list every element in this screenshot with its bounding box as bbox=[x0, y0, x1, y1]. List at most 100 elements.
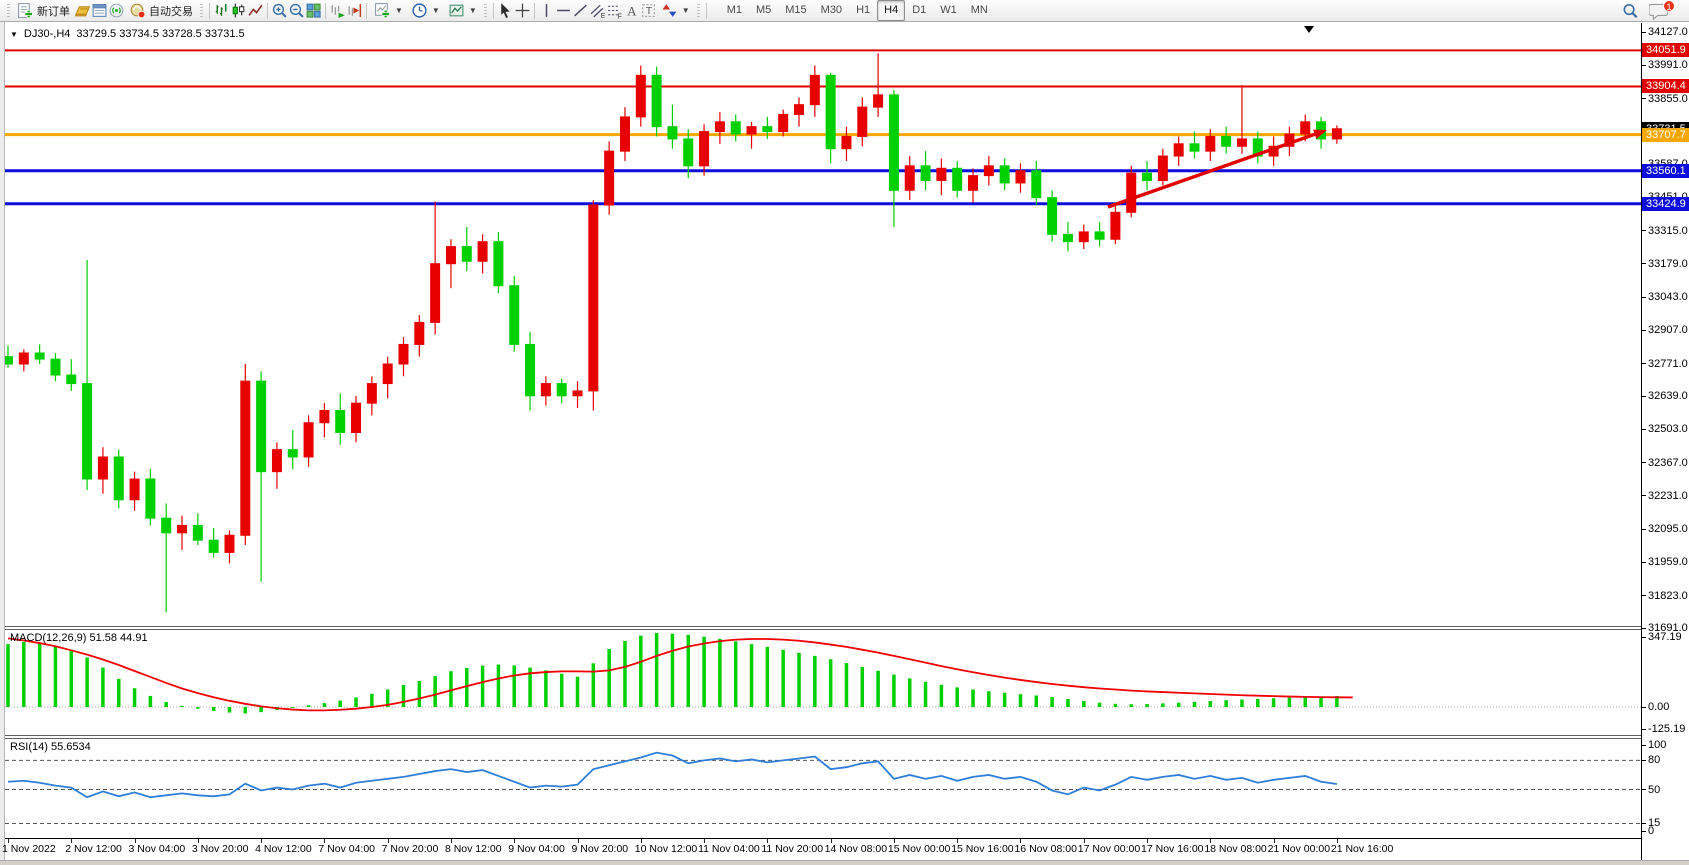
time-tick-label: 15 Nov 00:00 bbox=[887, 843, 951, 855]
time-tick-label: 11 Nov 04:00 bbox=[698, 843, 760, 855]
text-icon[interactable]: A bbox=[623, 2, 640, 19]
timeframe-button-m15[interactable]: M15 bbox=[785, 4, 807, 16]
chart-shift-marker[interactable] bbox=[1304, 26, 1314, 33]
candle-body bbox=[1078, 231, 1089, 243]
ohlc-values: 33729.5 33734.5 33728.5 33731.5 bbox=[76, 28, 245, 40]
candle-body bbox=[778, 113, 789, 133]
auto-trading-icon bbox=[129, 2, 146, 19]
chevron-down-icon: ▼ bbox=[468, 6, 477, 15]
candle-body bbox=[66, 374, 77, 385]
channel-icon[interactable]: E bbox=[589, 2, 606, 19]
chevron-down-icon[interactable]: ▼ bbox=[10, 29, 18, 39]
time-tick-label: 3 Nov 20:00 bbox=[191, 843, 249, 855]
rsi-canvas[interactable] bbox=[5, 739, 1641, 838]
macd-canvas[interactable] bbox=[5, 630, 1641, 735]
horizontal-level-lines[interactable] bbox=[5, 49, 1641, 206]
price-tick-mark bbox=[1641, 595, 1646, 597]
toolbar-grip[interactable] bbox=[7, 3, 10, 18]
time-tick-mark bbox=[197, 839, 199, 843]
candle-body bbox=[809, 74, 820, 106]
cursor-icon[interactable] bbox=[497, 2, 514, 19]
candle-body bbox=[382, 363, 393, 385]
tile-windows-icon[interactable] bbox=[305, 2, 322, 19]
candle-body bbox=[256, 380, 267, 473]
candle-body bbox=[493, 241, 504, 287]
new-order-button[interactable]: 新订单 bbox=[13, 0, 74, 21]
navigator-icon[interactable] bbox=[108, 2, 125, 19]
toolbar-grip[interactable] bbox=[200, 3, 203, 18]
candle-body bbox=[841, 135, 852, 150]
text-label-icon[interactable]: T bbox=[640, 2, 657, 19]
market-watch-icon[interactable] bbox=[74, 2, 91, 19]
candle-body bbox=[604, 150, 615, 206]
time-tick-label: 21 Nov 00:00 bbox=[1267, 843, 1331, 855]
candle-body bbox=[1189, 143, 1200, 152]
time-tick-mark bbox=[134, 839, 136, 843]
vertical-line-icon[interactable] bbox=[538, 2, 555, 19]
templates-dropdown[interactable]: ▼ bbox=[444, 0, 481, 21]
price-tick-label: 34127.0 bbox=[1648, 26, 1688, 38]
candle-body bbox=[1221, 135, 1232, 147]
time-tick-mark bbox=[387, 839, 389, 843]
time-tick-mark bbox=[1273, 839, 1275, 843]
fibonacci-icon[interactable]: F bbox=[606, 2, 623, 19]
price-tick-label: 33315.0 bbox=[1648, 224, 1688, 237]
macd-tick-mark bbox=[1641, 728, 1646, 730]
candle-body bbox=[1047, 197, 1058, 235]
timeframe-button-d1[interactable]: D1 bbox=[912, 4, 927, 16]
resistance-badge: 33904.4 bbox=[1642, 79, 1689, 94]
time-tick-label: 7 Nov 20:00 bbox=[381, 843, 439, 855]
trend-arrow-annotation[interactable] bbox=[1107, 129, 1327, 209]
search-icon[interactable] bbox=[1622, 2, 1639, 19]
indicators-dropdown[interactable]: ▼ bbox=[370, 0, 407, 21]
notifications-button[interactable]: 1 bbox=[1648, 0, 1675, 20]
candle-body bbox=[461, 246, 472, 262]
line-chart-icon[interactable] bbox=[247, 2, 264, 19]
trendline-icon[interactable] bbox=[572, 2, 589, 19]
timeframe-button-h1[interactable]: H1 bbox=[856, 4, 871, 16]
periods-dropdown[interactable]: ▼ bbox=[407, 0, 444, 21]
candle-body bbox=[224, 534, 235, 553]
svg-text:E: E bbox=[600, 13, 605, 19]
candlestick-chart-icon[interactable] bbox=[230, 2, 247, 19]
price-tick-label: 31959.0 bbox=[1648, 556, 1688, 569]
timeframe-button-mn[interactable]: MN bbox=[970, 4, 988, 16]
timeframe-button-w1[interactable]: W1 bbox=[940, 4, 957, 16]
price-tick-label: 32503.0 bbox=[1648, 423, 1688, 436]
panel-divider[interactable] bbox=[5, 626, 1641, 630]
auto-scroll-icon[interactable] bbox=[329, 2, 346, 19]
zoom-in-icon[interactable] bbox=[271, 2, 288, 19]
price-tick-label: 32095.0 bbox=[1648, 523, 1688, 536]
time-tick-label: 16 Nov 08:00 bbox=[1014, 843, 1077, 855]
rsi-axis-label: 100 bbox=[1648, 739, 1667, 751]
rsi-tick-mark bbox=[1641, 830, 1646, 832]
chart-shift-icon[interactable] bbox=[346, 2, 363, 19]
timeframe-button-h4[interactable]: H4 bbox=[877, 0, 906, 21]
bar-chart-icon[interactable] bbox=[213, 2, 230, 19]
time-tick-label: 11 Nov 20:00 bbox=[761, 843, 824, 855]
arrow-objects-dropdown[interactable]: ▼ bbox=[657, 0, 694, 21]
toolbar-grip[interactable] bbox=[696, 3, 700, 18]
main-chart-canvas[interactable] bbox=[5, 23, 1641, 626]
macd-histogram bbox=[6, 633, 1339, 714]
candle-body bbox=[556, 383, 567, 397]
candle-body bbox=[5, 356, 13, 365]
time-tick-label: 3 Nov 04:00 bbox=[128, 843, 186, 855]
zoom-out-icon[interactable] bbox=[288, 2, 305, 19]
panel-divider[interactable] bbox=[5, 735, 1641, 739]
timeframe-button-m5[interactable]: M5 bbox=[755, 4, 772, 16]
data-window-icon[interactable] bbox=[91, 2, 108, 19]
timeframe-button-m30[interactable]: M30 bbox=[820, 4, 843, 16]
candle-body bbox=[445, 246, 456, 265]
rsi-tick-mark bbox=[1641, 789, 1646, 790]
candle-body bbox=[873, 94, 884, 108]
toolbar-grip[interactable] bbox=[483, 3, 487, 18]
crosshair-icon[interactable] bbox=[514, 2, 531, 19]
time-axis-border bbox=[5, 838, 1641, 839]
price-tick-label: 33179.0 bbox=[1648, 257, 1688, 270]
auto-trading-button[interactable]: 自动交易 bbox=[125, 0, 197, 21]
timeframe-button-m1[interactable]: M1 bbox=[726, 4, 742, 16]
horizontal-line-icon[interactable] bbox=[555, 2, 572, 19]
price-tick-mark bbox=[1641, 395, 1646, 397]
candle-body bbox=[540, 383, 551, 397]
